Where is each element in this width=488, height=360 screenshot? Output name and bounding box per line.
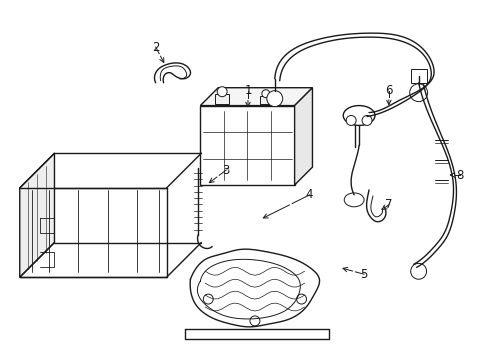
Text: 3: 3 [222, 163, 229, 176]
Polygon shape [294, 88, 312, 185]
Text: 4: 4 [305, 188, 313, 201]
Circle shape [203, 294, 213, 304]
Circle shape [361, 116, 371, 125]
Text: 2: 2 [152, 41, 159, 54]
Text: 5: 5 [360, 268, 367, 281]
Bar [259, 96, 271, 104]
Bar [410, 69, 426, 83]
Text: 6: 6 [385, 84, 392, 97]
Bar [215, 94, 229, 104]
Polygon shape [200, 88, 312, 105]
Circle shape [249, 316, 259, 326]
Text: 7: 7 [385, 198, 392, 211]
Circle shape [346, 116, 355, 125]
Bar [20, 188, 166, 277]
Circle shape [262, 90, 269, 98]
Bar [200, 105, 294, 185]
Circle shape [296, 294, 306, 304]
Circle shape [266, 91, 282, 107]
Circle shape [409, 84, 427, 102]
Circle shape [410, 264, 426, 279]
Polygon shape [20, 153, 54, 277]
Text: 8: 8 [456, 168, 463, 181]
Circle shape [217, 87, 226, 96]
Text: 1: 1 [244, 84, 251, 97]
